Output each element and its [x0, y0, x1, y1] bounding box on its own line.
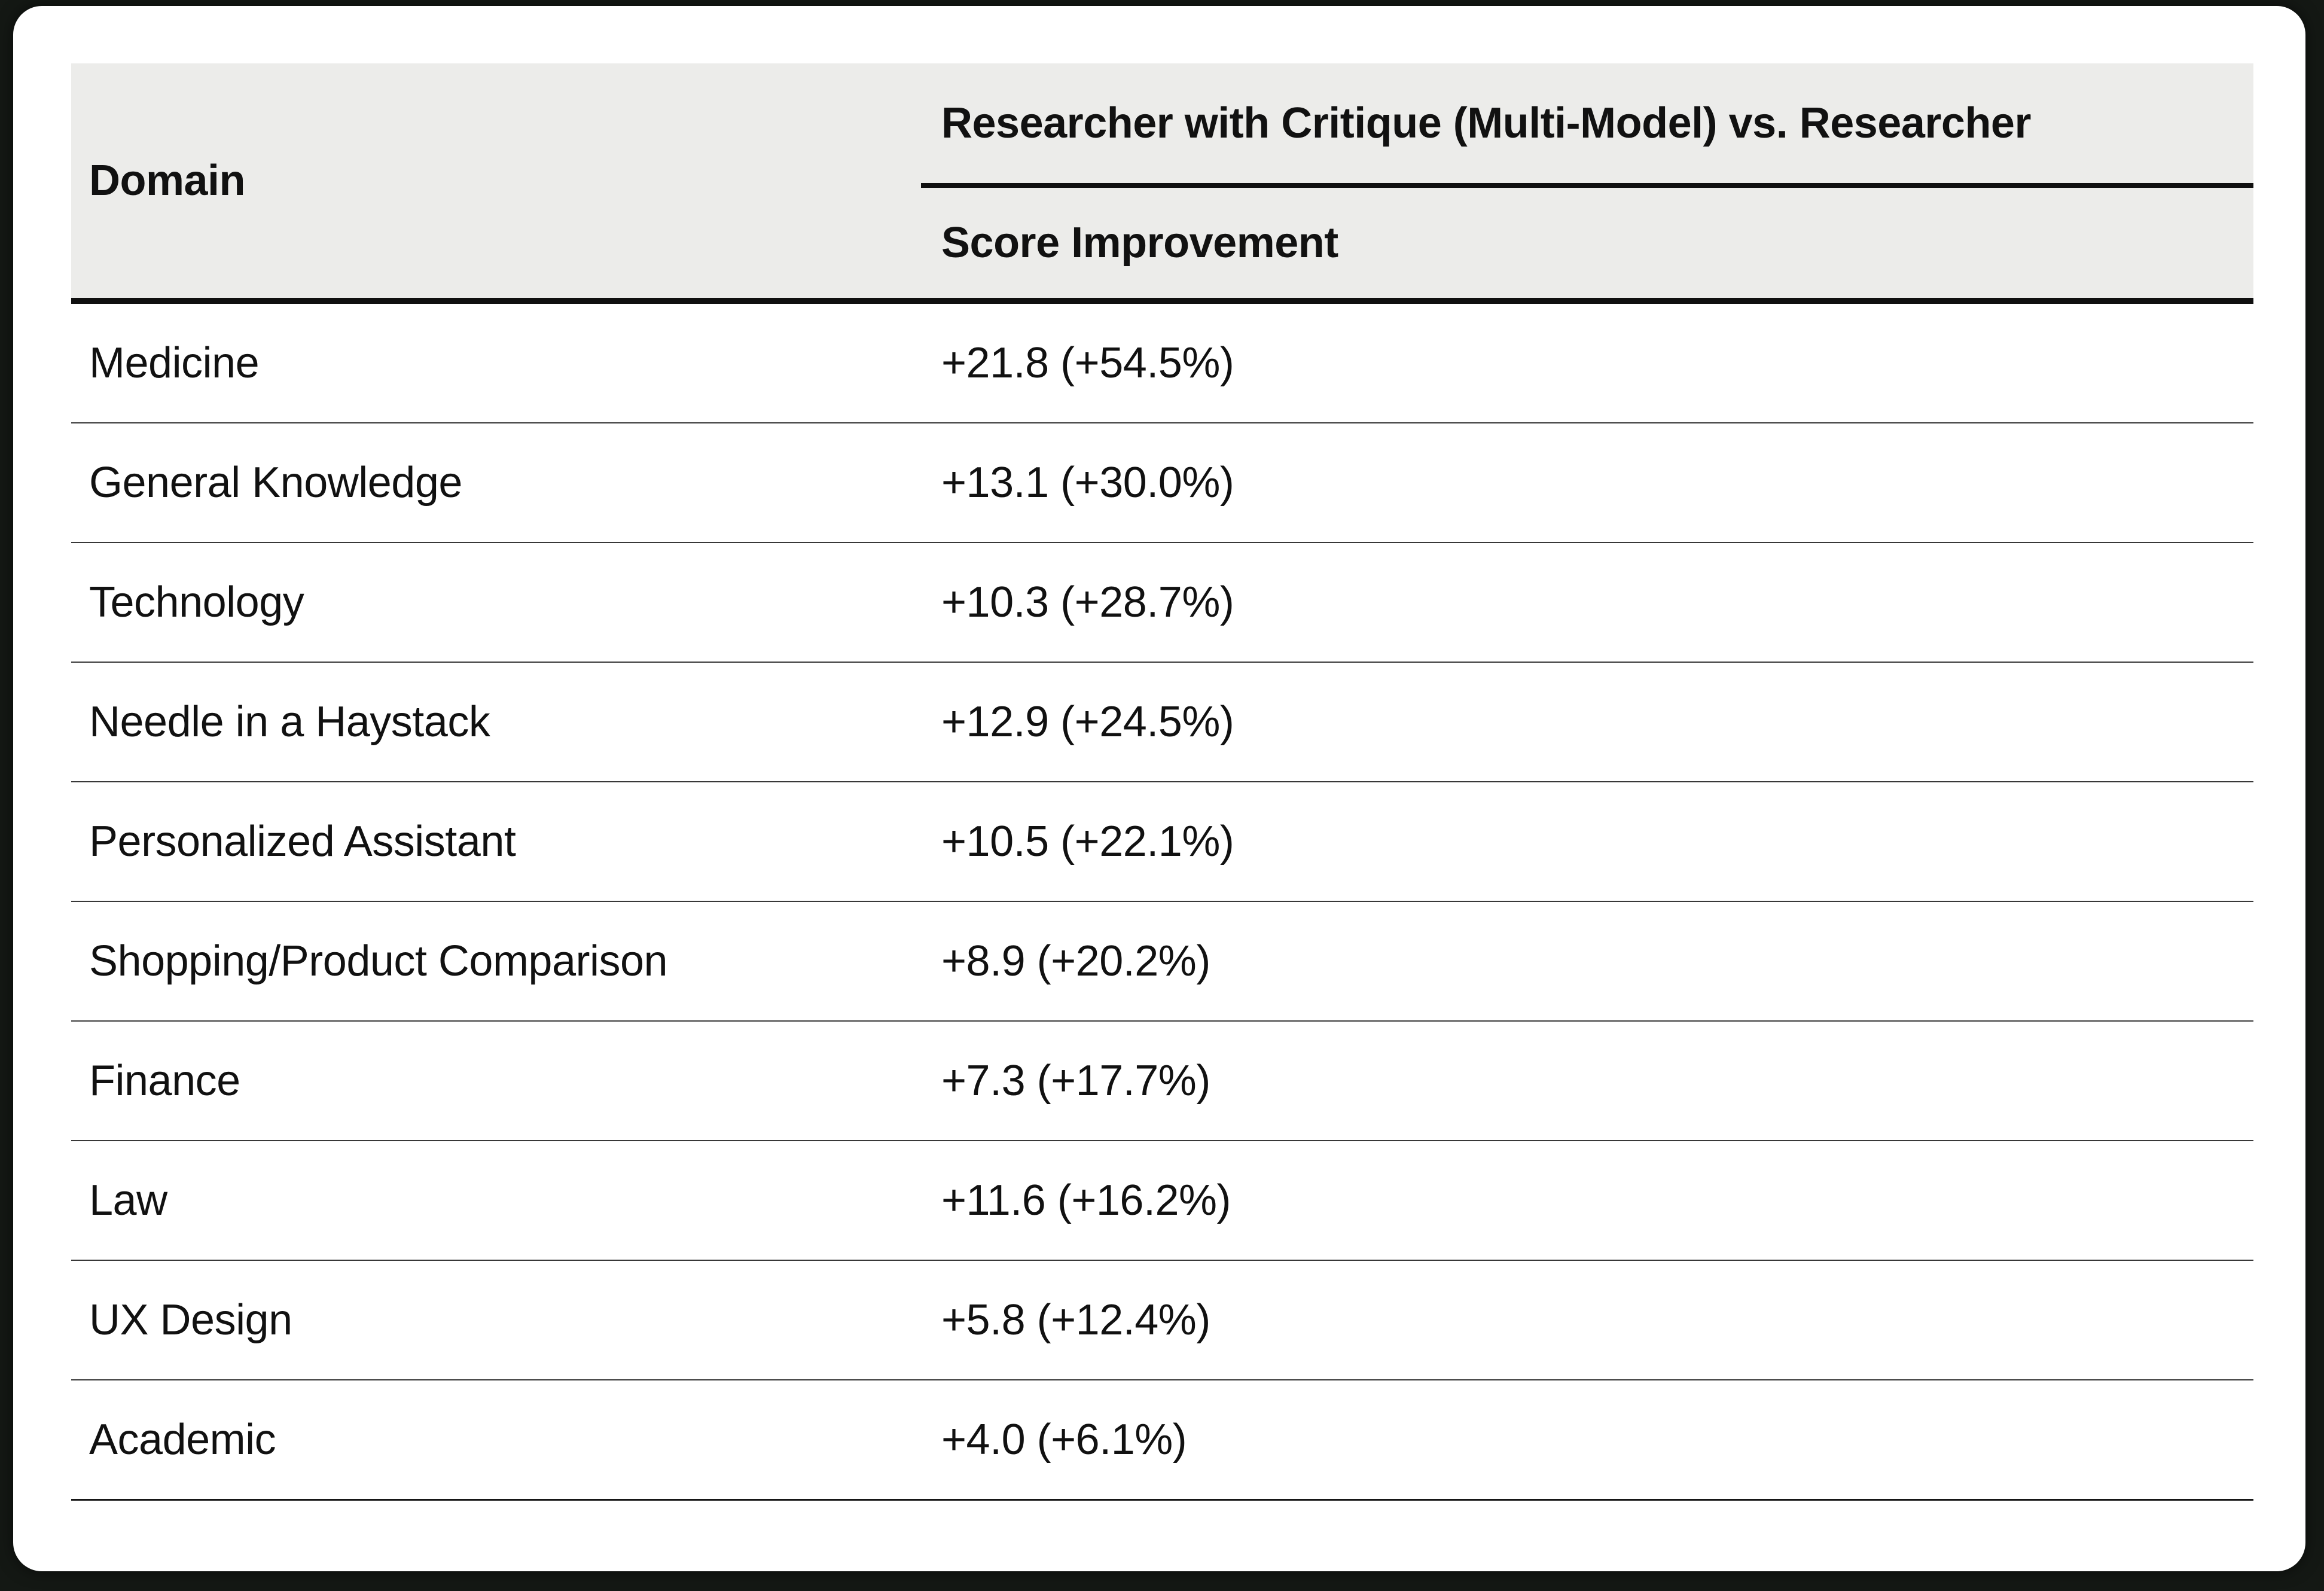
table-card: Domain Researcher with Critique (Multi-M…	[13, 6, 2305, 1571]
results-table: Domain Researcher with Critique (Multi-M…	[71, 63, 2253, 1501]
column-group-header: Researcher with Critique (Multi-Model) v…	[921, 63, 2253, 188]
header-row-sub: Score Improvement	[71, 185, 2253, 304]
domain-cell: Finance	[71, 1021, 921, 1141]
table-row: Needle in a Haystack +12.9 (+24.5%)	[71, 662, 2253, 782]
table-row: Finance +7.3 (+17.7%)	[71, 1021, 2253, 1141]
improvement-cell: +10.3 (+28.7%)	[921, 542, 2253, 663]
domain-cell: General Knowledge	[71, 423, 921, 543]
column-header-domain: Domain	[71, 63, 921, 304]
improvement-cell: +4.0 (+6.1%)	[921, 1380, 2253, 1501]
domain-cell: Medicine	[71, 301, 921, 423]
table-row: Academic +4.0 (+6.1%)	[71, 1380, 2253, 1501]
domain-cell: UX Design	[71, 1260, 921, 1380]
improvement-cell: +13.1 (+30.0%)	[921, 423, 2253, 543]
table-body: Medicine +21.8 (+54.5%) General Knowledge +…	[71, 301, 2253, 1501]
domain-cell: Technology	[71, 542, 921, 663]
improvement-cell: +21.8 (+54.5%)	[921, 301, 2253, 423]
improvement-cell: +12.9 (+24.5%)	[921, 662, 2253, 782]
domain-cell: Academic	[71, 1380, 921, 1501]
improvement-cell: +11.6 (+16.2%)	[921, 1141, 2253, 1261]
header-row-group: Domain Researcher with Critique (Multi-M…	[71, 63, 2253, 304]
domain-cell: Needle in a Haystack	[71, 662, 921, 782]
table-row: Shopping/Product Comparison +8.9 (+20.2%)	[71, 901, 2253, 1022]
domain-cell: Shopping/Product Comparison	[71, 901, 921, 1022]
table-row: Personalized Assistant +10.5 (+22.1%)	[71, 782, 2253, 902]
improvement-cell: +10.5 (+22.1%)	[921, 782, 2253, 902]
improvement-cell: +8.9 (+20.2%)	[921, 901, 2253, 1022]
table-row: Technology +10.3 (+28.7%)	[71, 542, 2253, 663]
table-row: UX Design +5.8 (+12.4%)	[71, 1260, 2253, 1380]
improvement-cell: +5.8 (+12.4%)	[921, 1260, 2253, 1380]
improvement-cell: +7.3 (+17.7%)	[921, 1021, 2253, 1141]
table-row: General Knowledge +13.1 (+30.0%)	[71, 423, 2253, 543]
domain-cell: Law	[71, 1141, 921, 1261]
table-row: Medicine +21.8 (+54.5%)	[71, 301, 2253, 423]
column-subheader-score-improvement: Score Improvement	[921, 185, 2253, 304]
table-header: Domain Researcher with Critique (Multi-M…	[71, 63, 2253, 304]
table-row: Law +11.6 (+16.2%)	[71, 1141, 2253, 1261]
domain-cell: Personalized Assistant	[71, 782, 921, 902]
